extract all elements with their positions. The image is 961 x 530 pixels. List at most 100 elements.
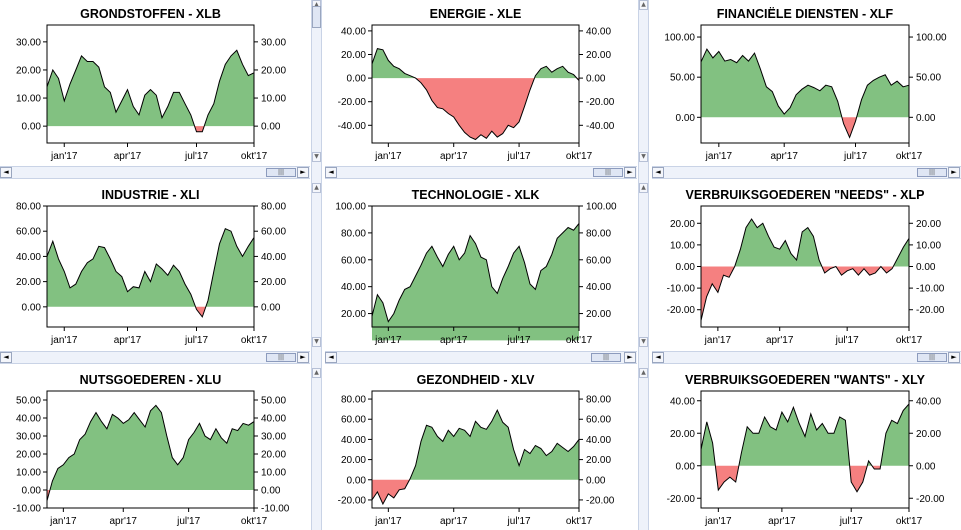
y-tick-label-left: 30.00 [16,37,41,48]
x-tick-label: apr'17 [768,516,796,527]
scroll-down-icon[interactable]: ▼ [639,337,648,347]
scroll-right-icon[interactable]: ► [624,167,636,178]
x-tick-label: apr'17 [114,335,142,346]
x-tick-label: apr'17 [440,516,468,527]
y-tick-label-right: 40.00 [916,396,941,407]
chart-panel-xlk: TECHNOLOGIE - XLK 100.00 100.00 80.00 80.00 6… [325,181,631,349]
series-line [46,404,255,501]
x-tick-label: jul'17 [507,516,531,527]
positive-area [47,55,195,127]
x-tick-label: jan'17 [704,516,732,527]
x-tick-label: okt'17 [896,151,923,162]
horizontal-scroll-thumb[interactable]: ||| [917,353,947,362]
scroll-left-icon[interactable]: ◄ [325,167,337,178]
plot-frame [700,24,910,144]
x-tick-label: okt'17 [566,151,593,162]
scroll-up-icon[interactable]: ▲ [312,368,321,378]
chart-panel-xli: INDUSTRIE - XLI 80.00 80.00 60.00 60.00 40.00… [0,181,306,349]
y-tick-label-left: 20.00 [670,219,695,230]
horizontal-scroll-thumb[interactable]: ||| [591,353,621,362]
scroll-up-icon[interactable]: ▲ [639,183,648,193]
scroll-left-icon[interactable]: ◄ [652,352,664,363]
series-line [700,403,910,493]
x-tick-label: okt'17 [896,516,923,527]
scroll-left-icon[interactable]: ◄ [652,167,664,178]
y-tick-label-left: 60.00 [341,415,366,426]
scroll-right-icon[interactable]: ► [297,167,309,178]
area-chart-xlv: GEZONDHEID - XLV 80.00 80.00 60.00 60.00 40.0… [338,373,615,527]
horizontal-scrollbar[interactable]: ◄ ||| ► [325,166,637,179]
vertical-scroll-thumb[interactable] [312,6,321,28]
scroll-up-icon[interactable]: ▲ [639,0,648,10]
x-tick-label: jul'17 [176,516,200,527]
scroll-up-icon[interactable]: ▲ [312,183,321,193]
y-tick-label-left: -40.00 [338,121,367,132]
y-tick-label-right: 20.00 [586,50,611,61]
y-tick-label-right: 20.00 [261,277,286,288]
scroll-down-icon[interactable]: ▼ [639,152,648,162]
series-line [371,223,580,323]
scroll-up-icon[interactable]: ▲ [639,368,648,378]
y-tick-label-right: -10.00 [916,284,945,295]
negative-area [835,266,881,276]
y-tick-label-left: -20.00 [667,494,696,505]
scroll-left-icon[interactable]: ◄ [0,167,12,178]
x-tick-label: apr'17 [440,335,468,346]
positive-area [880,404,909,466]
vertical-scrollbar-right[interactable]: ▲ ▼ ▲ ▼ ▲ [638,0,649,530]
y-tick-label-right: 0.00 [586,475,606,486]
negative-area [715,465,739,491]
negative-area [576,78,579,81]
horizontal-scroll-thumb[interactable]: ||| [917,168,947,177]
area-chart-xle: ENERGIE - XLE 40.00 40.00 20.00 20.00 0.00 0.0… [338,7,615,162]
x-tick-label: jul'17 [507,151,531,162]
vertical-scrollbar-left[interactable]: ▲ ▼ ▲ ▼ ▲ [311,0,322,530]
y-tick-label-right: 30.00 [261,432,286,443]
y-tick-label-left: 20.00 [16,65,41,76]
scroll-right-icon[interactable]: ► [948,167,960,178]
y-tick-label-right: 40.00 [261,414,286,425]
positive-area [409,410,579,480]
y-tick-label-right: 0.00 [261,486,281,497]
horizontal-scrollbar[interactable]: ◄ ||| ► [0,351,310,364]
y-tick-label-left: 30.00 [16,432,41,443]
negative-area [849,465,868,492]
horizontal-scrollbar[interactable]: ◄ ||| ► [652,166,961,179]
y-tick-label-right: 0.00 [261,302,281,313]
scroll-right-icon[interactable]: ► [297,352,309,363]
x-tick-label: apr'17 [110,516,138,527]
y-tick-label-left: 80.00 [341,228,366,239]
horizontal-scroll-thumb[interactable]: ||| [266,168,296,177]
y-tick-label-left: 60.00 [341,255,366,266]
x-tick-label: jul'17 [507,335,531,346]
chart-title: INDUSTRIE - XLI [102,188,200,202]
scroll-right-icon[interactable]: ► [948,352,960,363]
positive-area [372,223,579,341]
plot-frame [371,390,580,509]
plot-frame [371,205,580,328]
y-tick-label-right: 0.00 [916,262,936,273]
y-tick-label-left: 40.00 [16,414,41,425]
y-tick-label-left: 50.00 [670,73,695,84]
scroll-left-icon[interactable]: ◄ [325,352,337,363]
horizontal-scrollbar[interactable]: ◄ ||| ► [325,351,637,364]
scroll-left-icon[interactable]: ◄ [0,352,12,363]
x-tick-label: apr'17 [770,151,798,162]
y-tick-label-left: 100.00 [335,202,366,213]
y-tick-label-right: 100.00 [916,33,947,44]
scroll-down-icon[interactable]: ▼ [312,152,321,162]
y-tick-label-right: 20.00 [916,219,941,230]
y-tick-label-right: 20.00 [261,65,286,76]
negative-area [415,78,535,140]
chart-panel-xlu: NUTSGOEDEREN - XLU 50.00 50.00 40.00 40.00 30… [0,366,306,530]
positive-area [50,405,254,490]
horizontal-scrollbar[interactable]: ◄ ||| ► [0,166,310,179]
positive-area [734,219,822,267]
horizontal-scroll-thumb[interactable]: ||| [593,168,623,177]
horizontal-scroll-thumb[interactable]: ||| [266,353,296,362]
horizontal-scrollbar[interactable]: ◄ ||| ► [652,351,961,364]
scroll-down-icon[interactable]: ▼ [312,337,321,347]
chart-title: FINANCIËLE DIENSTEN - XLF [717,6,894,21]
scroll-right-icon[interactable]: ► [624,352,636,363]
y-tick-label-left: 0.00 [676,262,696,273]
